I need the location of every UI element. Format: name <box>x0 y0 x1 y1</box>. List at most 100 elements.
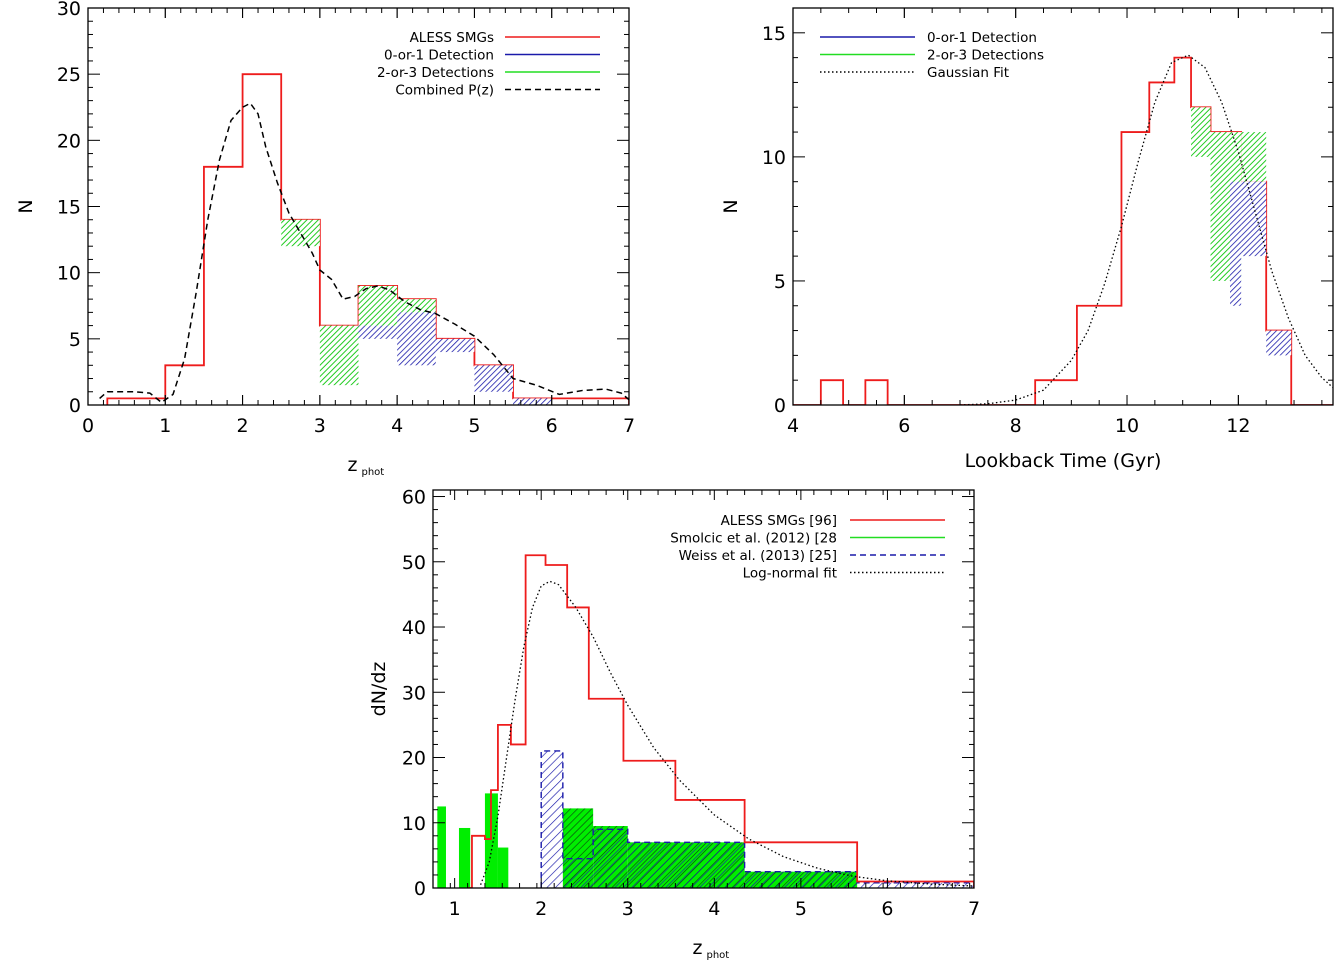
x-tick-label: 2 <box>535 898 547 920</box>
x-tick-label: 1 <box>159 415 171 437</box>
hatch-bin <box>562 858 594 888</box>
x-tick-label: 3 <box>622 898 634 920</box>
x-tick-label: 6 <box>546 415 558 437</box>
x-axis-label: Lookback Time (Gyr) <box>965 450 1162 472</box>
y-tick-label: 50 <box>402 552 426 574</box>
y-axis-label: dN/dz <box>368 662 390 717</box>
band-bin <box>474 365 514 392</box>
panel-redshift-histogram: 0 1 2 3 4 5 6 7 0 5 10 15 20 25 30 z phot N ALESS SMGs 0-or… <box>15 0 635 478</box>
y-axis-label: N <box>720 199 742 213</box>
band-bin <box>281 219 320 247</box>
fill-bin <box>484 793 498 888</box>
x-tick-label: 7 <box>623 415 635 437</box>
legend-label: Smolcic et al. (2012) [28 <box>670 531 837 547</box>
x-tick-label: 5 <box>468 415 480 437</box>
hatch-bin <box>541 750 563 888</box>
fill-bin <box>458 827 471 888</box>
series-2-or-3-detections <box>281 219 436 386</box>
y-tick-label: 0 <box>774 395 786 417</box>
band-bin <box>1230 181 1242 306</box>
series-0-or-1-detection <box>1230 181 1292 356</box>
ticks <box>87 7 630 406</box>
y-axis-label: N <box>15 199 37 213</box>
band-bin <box>358 285 398 326</box>
y-tick-label: 0 <box>69 395 81 417</box>
y-tick-label: 30 <box>57 0 81 20</box>
y-tick-label: 60 <box>402 487 426 509</box>
y-tick-label: 15 <box>57 197 81 219</box>
band-bin <box>397 312 436 366</box>
band-bin <box>1191 107 1211 157</box>
legend-label: 2-or-3 Detections <box>927 48 1044 64</box>
axes-frame <box>432 489 975 889</box>
y-tick-label: 25 <box>57 64 81 86</box>
x-tick-label: 6 <box>881 898 893 920</box>
x-tick-label: 4 <box>787 415 799 437</box>
x-tick-label: 0 <box>82 415 94 437</box>
curve <box>480 580 974 887</box>
band-bin <box>319 325 359 386</box>
y-tick-label: 20 <box>402 748 426 770</box>
hatch-bin <box>857 882 974 888</box>
curve <box>959 54 1333 405</box>
y-tick-label: 30 <box>402 682 426 704</box>
series-2-or-3-detections <box>1191 107 1267 281</box>
series-gaussian-fit <box>959 54 1333 405</box>
x-axis-label-subscript: phot <box>707 950 730 960</box>
legend-label: 0-or-1 Detection <box>384 48 494 64</box>
series-weiss-et-al-2013- <box>540 750 974 888</box>
y-tick-label: 10 <box>57 263 81 285</box>
panel-dndz-histogram: 1 2 3 4 5 6 7 0 10 20 30 40 50 60 z phot dN/dz ALESS SMGs… <box>368 487 980 960</box>
plot-area <box>437 554 974 888</box>
x-tick-label: 10 <box>1115 415 1139 437</box>
y-tick-label: 40 <box>402 617 426 639</box>
x-tick-label: 3 <box>314 415 326 437</box>
ticks <box>432 490 975 889</box>
plot-area <box>793 54 1333 405</box>
fill-bin <box>497 847 509 888</box>
series-aless-smgs <box>467 554 974 888</box>
legend: ALESS SMGs [96] Smolcic et al. (2012) [28… <box>670 513 945 582</box>
y-tick-label: 20 <box>57 130 81 152</box>
x-tick-label: 2 <box>237 415 249 437</box>
y-tick-label: 5 <box>69 329 81 351</box>
x-axis-label-subscript: phot <box>362 467 385 478</box>
y-tick-label: 0 <box>414 878 426 900</box>
x-tick-label: 4 <box>708 898 720 920</box>
x-tick-label: 1 <box>449 898 461 920</box>
legend-label: 0-or-1 Detection <box>927 30 1037 46</box>
legend-label: Log-normal fit <box>743 566 837 582</box>
series-0-or-1-detection <box>358 312 552 405</box>
x-tick-label: 8 <box>1010 415 1022 437</box>
x-tick-label: 4 <box>391 415 403 437</box>
legend-label: Combined P(z) <box>395 83 494 99</box>
fill-bin <box>437 806 446 888</box>
legend-label: ALESS SMGs [96] <box>721 513 837 529</box>
step-outline <box>467 554 974 888</box>
panel-lookback-histogram: 4 6 8 10 12 0 5 10 15 Lookback Time (Gyr) N 0-or-1 … <box>720 7 1334 472</box>
ticks <box>792 7 1333 406</box>
band-bin <box>1266 330 1292 356</box>
band-bin <box>1241 181 1267 257</box>
y-tick-label: 15 <box>762 23 786 45</box>
hatch-bin <box>627 842 745 888</box>
curve <box>99 102 629 404</box>
legend-label: 2-or-3 Detections <box>377 65 494 81</box>
band-bin <box>397 299 436 313</box>
y-tick-label: 5 <box>774 271 786 293</box>
x-tick-label: 7 <box>968 898 980 920</box>
band-bin <box>513 398 552 405</box>
band-bin <box>358 325 398 339</box>
legend-label: Gaussian Fit <box>927 65 1009 81</box>
band-bin <box>435 338 475 353</box>
x-tick-label: 5 <box>795 898 807 920</box>
series-combined-p-z- <box>99 102 629 404</box>
hatch-bin <box>593 829 628 888</box>
x-tick-label: 12 <box>1226 415 1250 437</box>
legend-label: Weiss et al. (2013) [25] <box>679 548 837 564</box>
x-tick-label: 6 <box>898 415 910 437</box>
series-log-normal-fit <box>480 580 974 887</box>
legend: 0-or-1 Detection 2-or-3 DetectionsGaussia… <box>820 30 1044 81</box>
